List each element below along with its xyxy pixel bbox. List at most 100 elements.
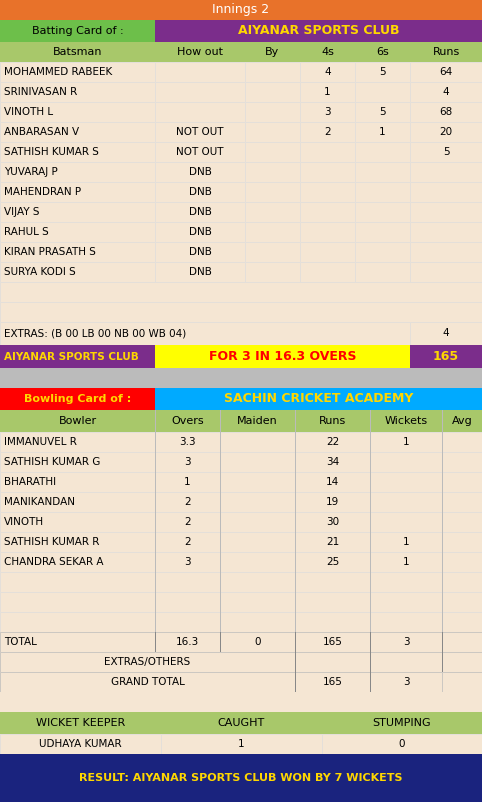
Bar [300, 162, 355, 182]
Bar [0, 492, 155, 512]
Text: 1: 1 [402, 437, 409, 447]
Bar [220, 512, 295, 532]
Bar [0, 122, 155, 142]
Bar [300, 262, 355, 282]
Bar [220, 452, 295, 472]
Bar [155, 162, 245, 182]
Text: NOT OUT: NOT OUT [176, 147, 224, 157]
Text: 68: 68 [440, 107, 453, 117]
Bar [410, 202, 482, 222]
Bar [295, 552, 370, 572]
Bar [245, 162, 300, 182]
Text: 16.3: 16.3 [176, 637, 199, 647]
Bar [442, 632, 482, 652]
Text: SURYA KODI S: SURYA KODI S [4, 267, 76, 277]
Bar [300, 182, 355, 202]
Bar [295, 410, 370, 432]
Bar [0, 62, 155, 82]
Bar [295, 672, 370, 692]
Bar [442, 652, 482, 672]
Text: 4: 4 [442, 87, 449, 97]
Bar [245, 182, 300, 202]
Bar [155, 492, 220, 512]
Text: SATHISH KUMAR R: SATHISH KUMAR R [4, 537, 99, 547]
Bar [0, 652, 295, 672]
Text: VINOTH: VINOTH [4, 517, 44, 527]
Bar [295, 652, 296, 672]
Bar [0, 432, 155, 452]
Bar [0, 592, 482, 612]
Bar [155, 82, 245, 102]
Bar [155, 472, 220, 492]
Bar [0, 612, 482, 632]
Text: 19: 19 [326, 497, 339, 507]
Bar [155, 492, 156, 512]
Bar [410, 122, 482, 142]
Bar [295, 632, 296, 652]
Bar [370, 532, 442, 552]
Bar [295, 512, 370, 532]
Text: DNB: DNB [188, 207, 212, 217]
Bar [295, 612, 296, 632]
Bar [0, 734, 161, 754]
Bar [300, 102, 355, 122]
Bar [442, 512, 482, 532]
Bar [410, 242, 482, 262]
Bar [300, 62, 355, 82]
Bar [220, 592, 221, 612]
Bar [155, 632, 156, 652]
Bar [0, 142, 155, 162]
Bar [220, 492, 221, 512]
Bar [155, 452, 220, 472]
Bar [410, 182, 482, 202]
Bar [0, 612, 482, 632]
Bar [245, 182, 300, 202]
Bar [442, 532, 482, 552]
Text: DNB: DNB [188, 167, 212, 177]
Bar [442, 452, 482, 472]
Bar [442, 552, 482, 572]
Text: 4: 4 [442, 329, 449, 338]
Bar [220, 572, 221, 592]
Bar [155, 222, 245, 242]
Bar [295, 492, 370, 512]
Bar [370, 432, 442, 452]
Text: MAHENDRAN P: MAHENDRAN P [4, 187, 81, 197]
Bar [295, 512, 296, 532]
Text: 4: 4 [324, 67, 331, 77]
Bar [295, 672, 296, 692]
Bar [442, 432, 482, 452]
Bar [0, 532, 155, 552]
Bar [245, 62, 300, 82]
Bar [155, 42, 245, 62]
Text: UDHAYA KUMAR: UDHAYA KUMAR [39, 739, 122, 749]
Bar [410, 322, 482, 345]
Bar [0, 632, 155, 652]
Text: DNB: DNB [188, 267, 212, 277]
Bar [155, 202, 245, 222]
Bar [410, 162, 482, 182]
Bar [155, 102, 245, 122]
Bar [0, 82, 155, 102]
Bar [370, 632, 371, 652]
Bar [0, 512, 155, 532]
Bar [370, 492, 442, 512]
Bar [155, 512, 220, 532]
Text: IMMANUVEL R: IMMANUVEL R [4, 437, 77, 447]
Bar [155, 592, 156, 612]
Bar [220, 432, 221, 452]
Text: FOR 3 IN 16.3 OVERS: FOR 3 IN 16.3 OVERS [209, 350, 356, 363]
Bar [220, 552, 295, 572]
Bar [245, 82, 300, 102]
Text: ANBARASAN V: ANBARASAN V [4, 127, 79, 137]
Bar [355, 262, 410, 282]
Bar [220, 432, 295, 452]
Text: 64: 64 [440, 67, 453, 77]
Bar [0, 552, 155, 572]
Bar [155, 552, 220, 572]
Text: Overs: Overs [171, 416, 204, 426]
Bar [0, 712, 161, 734]
Text: CAUGHT: CAUGHT [218, 718, 265, 728]
Bar [245, 242, 300, 262]
Text: RAHUL S: RAHUL S [4, 227, 49, 237]
